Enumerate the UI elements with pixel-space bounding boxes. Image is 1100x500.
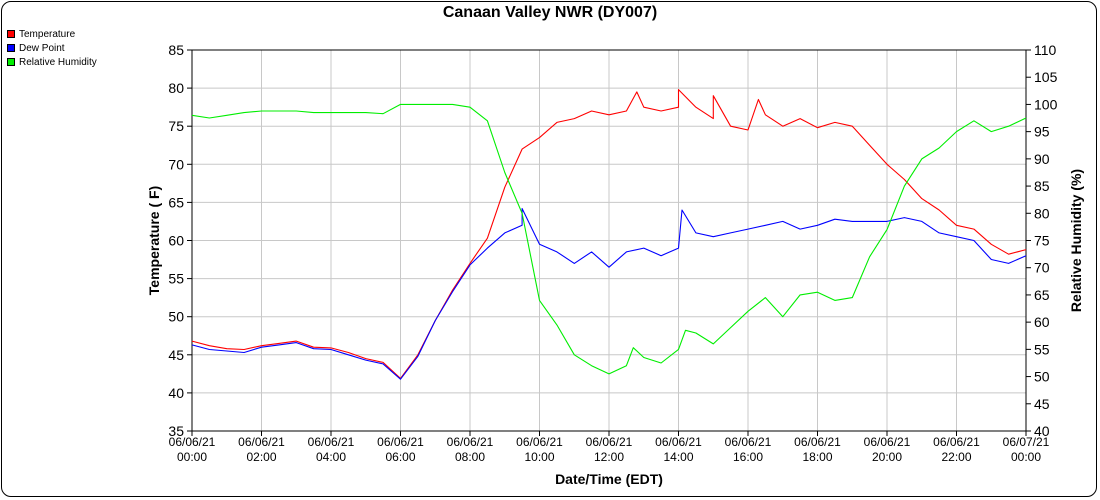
legend-label-dew-point: Dew Point [19, 42, 65, 54]
x-tick-time: 00:00 [1011, 450, 1041, 464]
y2-tick-label: 40 [1034, 423, 1050, 439]
chart-legend: Temperature Dew Point Relative Humidity [7, 27, 97, 69]
x-tick-time: 20:00 [872, 450, 902, 464]
series-line-dew-point [191, 207, 1027, 380]
x-axis-title: Date/Time (EDT) [555, 471, 663, 487]
y-tick-label: 35 [168, 423, 184, 439]
y2-tick-label: 85 [1034, 178, 1050, 194]
y2-tick-label: 45 [1034, 396, 1050, 412]
y2-tick-label: 75 [1034, 233, 1050, 249]
y-tick-label: 55 [168, 271, 184, 287]
y2-tick-label: 80 [1034, 205, 1050, 221]
y2-tick-label: 50 [1034, 369, 1050, 385]
chart-title: Canaan Valley NWR (DY007) [442, 4, 658, 21]
x-tick-date: 06/06/21 [933, 435, 980, 449]
x-tick-time: 04:00 [316, 450, 346, 464]
y2-tick-label: 70 [1034, 260, 1050, 276]
x-tick-date: 06/06/21 [377, 435, 424, 449]
x-tick-date: 06/06/21 [864, 435, 911, 449]
y2-tick-label: 95 [1034, 124, 1050, 140]
y-tick-label: 80 [168, 80, 184, 96]
series-layer [191, 89, 1027, 380]
x-axis-ticks: 06/06/2100:0006/06/2102:0006/06/2104:000… [169, 431, 1050, 464]
y2-tick-label: 100 [1034, 96, 1058, 112]
legend-label-temperature: Temperature [19, 28, 76, 40]
y-tick-label: 50 [168, 309, 184, 325]
x-tick-date: 06/06/21 [725, 435, 772, 449]
legend-swatch-temperature [7, 30, 15, 38]
legend-item-relative-humidity: Relative Humidity [7, 55, 97, 69]
x-tick-date: 06/06/21 [169, 435, 216, 449]
legend-item-dew-point: Dew Point [7, 41, 97, 55]
y2-tick-label: 110 [1034, 42, 1057, 58]
y2-tick-label: 105 [1034, 69, 1058, 85]
x-tick-date: 06/07/21 [1003, 435, 1050, 449]
y2-tick-label: 90 [1034, 151, 1050, 167]
x-tick-time: 16:00 [733, 450, 763, 464]
y-tick-label: 60 [168, 233, 184, 249]
legend-item-temperature: Temperature [7, 27, 97, 41]
x-tick-time: 18:00 [802, 450, 832, 464]
y-tick-label: 85 [168, 42, 184, 58]
x-tick-date: 06/06/21 [447, 435, 494, 449]
series-line-temperature [191, 89, 1027, 379]
legend-swatch-relative-humidity [7, 58, 15, 66]
y-axis-title: Temperature ( F) [146, 186, 162, 295]
y2-tick-label: 55 [1034, 341, 1050, 357]
series-line-relative-humidity [191, 103, 1027, 375]
x-tick-date: 06/06/21 [308, 435, 355, 449]
y-tick-label: 45 [168, 347, 184, 363]
left-axis-ticks: 35 40 45 50 55 60 65 70 75 80 85 [168, 42, 192, 439]
x-tick-time: 10:00 [524, 450, 554, 464]
x-tick-date: 06/06/21 [655, 435, 702, 449]
x-tick-time: 06:00 [385, 450, 415, 464]
y2-tick-label: 65 [1034, 287, 1050, 303]
x-tick-time: 22:00 [941, 450, 971, 464]
x-tick-time: 00:00 [177, 450, 207, 464]
y-tick-label: 65 [168, 194, 184, 210]
y2-tick-label: 60 [1034, 314, 1050, 330]
x-tick-time: 08:00 [455, 450, 485, 464]
grid-lines [191, 49, 1027, 432]
y-tick-label: 40 [168, 385, 184, 401]
x-tick-date: 06/06/21 [516, 435, 563, 449]
x-tick-date: 06/06/21 [238, 435, 285, 449]
x-tick-time: 02:00 [246, 450, 276, 464]
legend-label-relative-humidity: Relative Humidity [19, 56, 97, 68]
y-tick-label: 70 [168, 156, 184, 172]
x-tick-time: 14:00 [663, 450, 693, 464]
x-tick-date: 06/06/21 [586, 435, 633, 449]
legend-swatch-dew-point [7, 44, 15, 52]
y2-axis-title: Relative Humidity (%) [1068, 169, 1084, 312]
x-tick-date: 06/06/21 [794, 435, 841, 449]
right-axis-ticks: 40 45 50 55 60 65 70 75 80 85 90 95 100 105 110 [1026, 42, 1058, 439]
y-tick-label: 75 [168, 118, 184, 134]
x-tick-time: 12:00 [594, 450, 624, 464]
